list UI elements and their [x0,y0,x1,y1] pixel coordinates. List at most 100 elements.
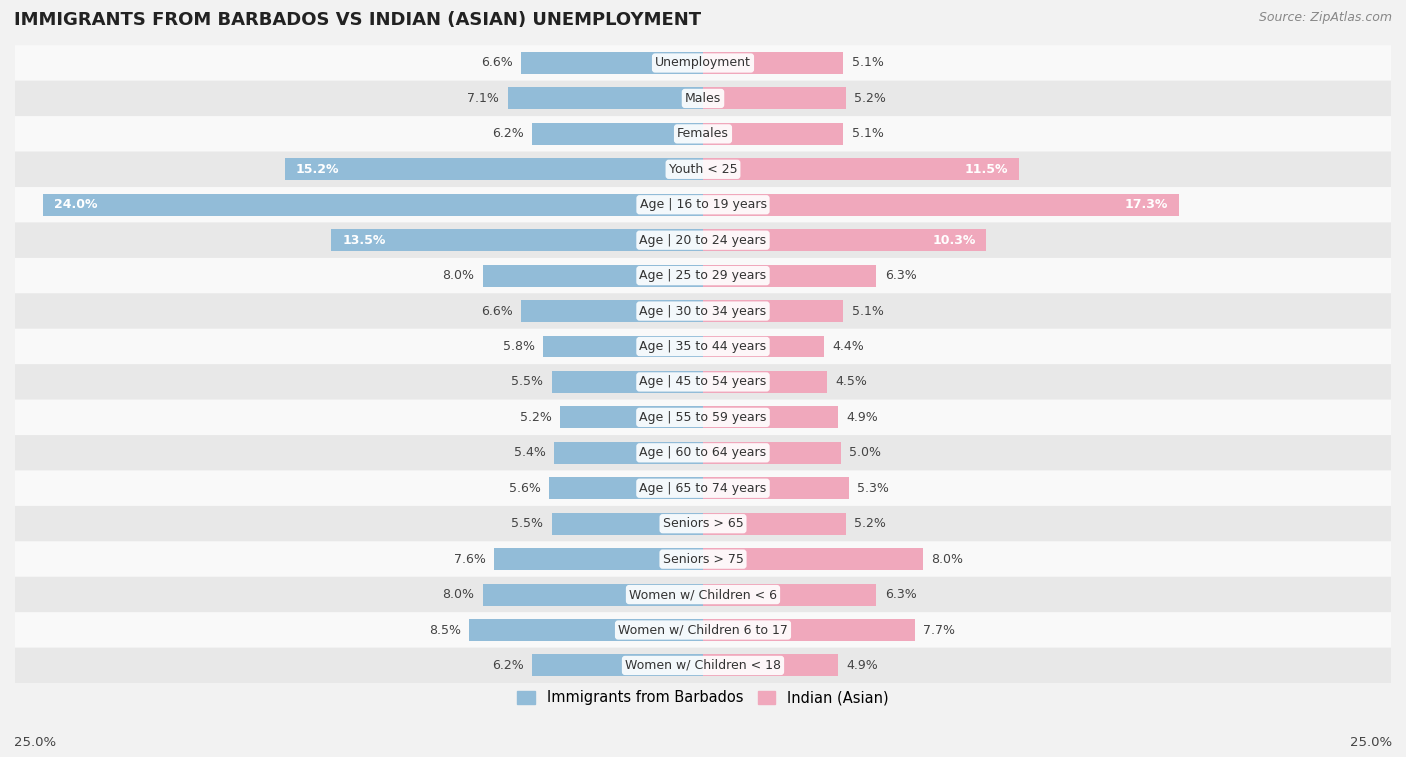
Bar [703,265,876,287]
Bar [703,300,844,322]
Text: Age | 55 to 59 years: Age | 55 to 59 years [640,411,766,424]
Bar [703,655,838,677]
FancyBboxPatch shape [15,258,1391,294]
Text: 5.1%: 5.1% [852,304,883,318]
Text: 8.0%: 8.0% [443,588,475,601]
Bar [482,584,703,606]
Text: 5.5%: 5.5% [512,517,543,530]
Bar [494,548,703,570]
FancyBboxPatch shape [15,435,1391,471]
Text: 6.3%: 6.3% [884,269,917,282]
Bar [703,194,1180,216]
Bar [703,335,824,357]
Bar [332,229,703,251]
Text: 25.0%: 25.0% [14,737,56,749]
Text: 6.3%: 6.3% [884,588,917,601]
Text: 5.2%: 5.2% [520,411,551,424]
Text: 11.5%: 11.5% [965,163,1008,176]
Text: Age | 16 to 19 years: Age | 16 to 19 years [640,198,766,211]
Text: 25.0%: 25.0% [1350,737,1392,749]
Text: Seniors > 75: Seniors > 75 [662,553,744,565]
Bar [522,300,703,322]
Text: Age | 25 to 29 years: Age | 25 to 29 years [640,269,766,282]
FancyBboxPatch shape [15,329,1391,364]
Bar [703,371,827,393]
Bar [703,512,846,534]
Bar [703,407,838,428]
FancyBboxPatch shape [15,187,1391,223]
FancyBboxPatch shape [15,364,1391,400]
Bar [703,584,876,606]
Text: Source: ZipAtlas.com: Source: ZipAtlas.com [1258,11,1392,24]
FancyBboxPatch shape [15,81,1391,116]
Bar [554,442,703,464]
Text: Age | 65 to 74 years: Age | 65 to 74 years [640,481,766,495]
Text: Women w/ Children 6 to 17: Women w/ Children 6 to 17 [619,624,787,637]
Bar [543,335,703,357]
Text: 5.0%: 5.0% [849,447,880,459]
Text: 7.7%: 7.7% [924,624,955,637]
Bar [703,158,1019,180]
FancyBboxPatch shape [15,223,1391,258]
Text: 17.3%: 17.3% [1125,198,1168,211]
Text: 8.0%: 8.0% [931,553,963,565]
Text: 6.2%: 6.2% [492,127,524,140]
Bar [42,194,703,216]
Text: 15.2%: 15.2% [295,163,339,176]
Bar [533,655,703,677]
Text: 5.1%: 5.1% [852,127,883,140]
Bar [703,52,844,74]
Text: 4.5%: 4.5% [835,375,868,388]
Text: 4.9%: 4.9% [846,411,877,424]
FancyBboxPatch shape [15,151,1391,187]
Text: Age | 20 to 24 years: Age | 20 to 24 years [640,234,766,247]
Text: 6.6%: 6.6% [481,57,513,70]
Text: 5.2%: 5.2% [855,92,886,105]
Bar [533,123,703,145]
Text: 24.0%: 24.0% [53,198,97,211]
Legend: Immigrants from Barbados, Indian (Asian): Immigrants from Barbados, Indian (Asian) [512,684,894,711]
Text: 4.4%: 4.4% [832,340,865,353]
Text: Females: Females [678,127,728,140]
Text: Age | 60 to 64 years: Age | 60 to 64 years [640,447,766,459]
FancyBboxPatch shape [15,506,1391,541]
Text: 5.4%: 5.4% [515,447,546,459]
FancyBboxPatch shape [15,400,1391,435]
FancyBboxPatch shape [15,45,1391,81]
Text: 4.9%: 4.9% [846,659,877,672]
Bar [284,158,703,180]
Text: Age | 45 to 54 years: Age | 45 to 54 years [640,375,766,388]
Bar [548,477,703,500]
Text: 5.8%: 5.8% [503,340,536,353]
Text: Age | 35 to 44 years: Age | 35 to 44 years [640,340,766,353]
Text: 5.2%: 5.2% [855,517,886,530]
Bar [551,371,703,393]
FancyBboxPatch shape [15,116,1391,151]
Text: 10.3%: 10.3% [932,234,976,247]
Text: Seniors > 65: Seniors > 65 [662,517,744,530]
Text: Age | 30 to 34 years: Age | 30 to 34 years [640,304,766,318]
Bar [522,52,703,74]
Bar [508,88,703,110]
Text: Women w/ Children < 18: Women w/ Children < 18 [626,659,780,672]
FancyBboxPatch shape [15,577,1391,612]
Bar [703,123,844,145]
Text: 5.5%: 5.5% [512,375,543,388]
Text: IMMIGRANTS FROM BARBADOS VS INDIAN (ASIAN) UNEMPLOYMENT: IMMIGRANTS FROM BARBADOS VS INDIAN (ASIA… [14,11,702,30]
Text: 8.5%: 8.5% [429,624,461,637]
Text: Women w/ Children < 6: Women w/ Children < 6 [628,588,778,601]
Bar [482,265,703,287]
Text: 5.1%: 5.1% [852,57,883,70]
FancyBboxPatch shape [15,612,1391,648]
Text: 5.6%: 5.6% [509,481,541,495]
Text: 6.6%: 6.6% [481,304,513,318]
Text: 7.6%: 7.6% [454,553,485,565]
Text: 13.5%: 13.5% [343,234,385,247]
Bar [703,442,841,464]
FancyBboxPatch shape [15,648,1391,683]
Text: 8.0%: 8.0% [443,269,475,282]
Bar [560,407,703,428]
Text: 7.1%: 7.1% [467,92,499,105]
FancyBboxPatch shape [15,541,1391,577]
Bar [703,88,846,110]
